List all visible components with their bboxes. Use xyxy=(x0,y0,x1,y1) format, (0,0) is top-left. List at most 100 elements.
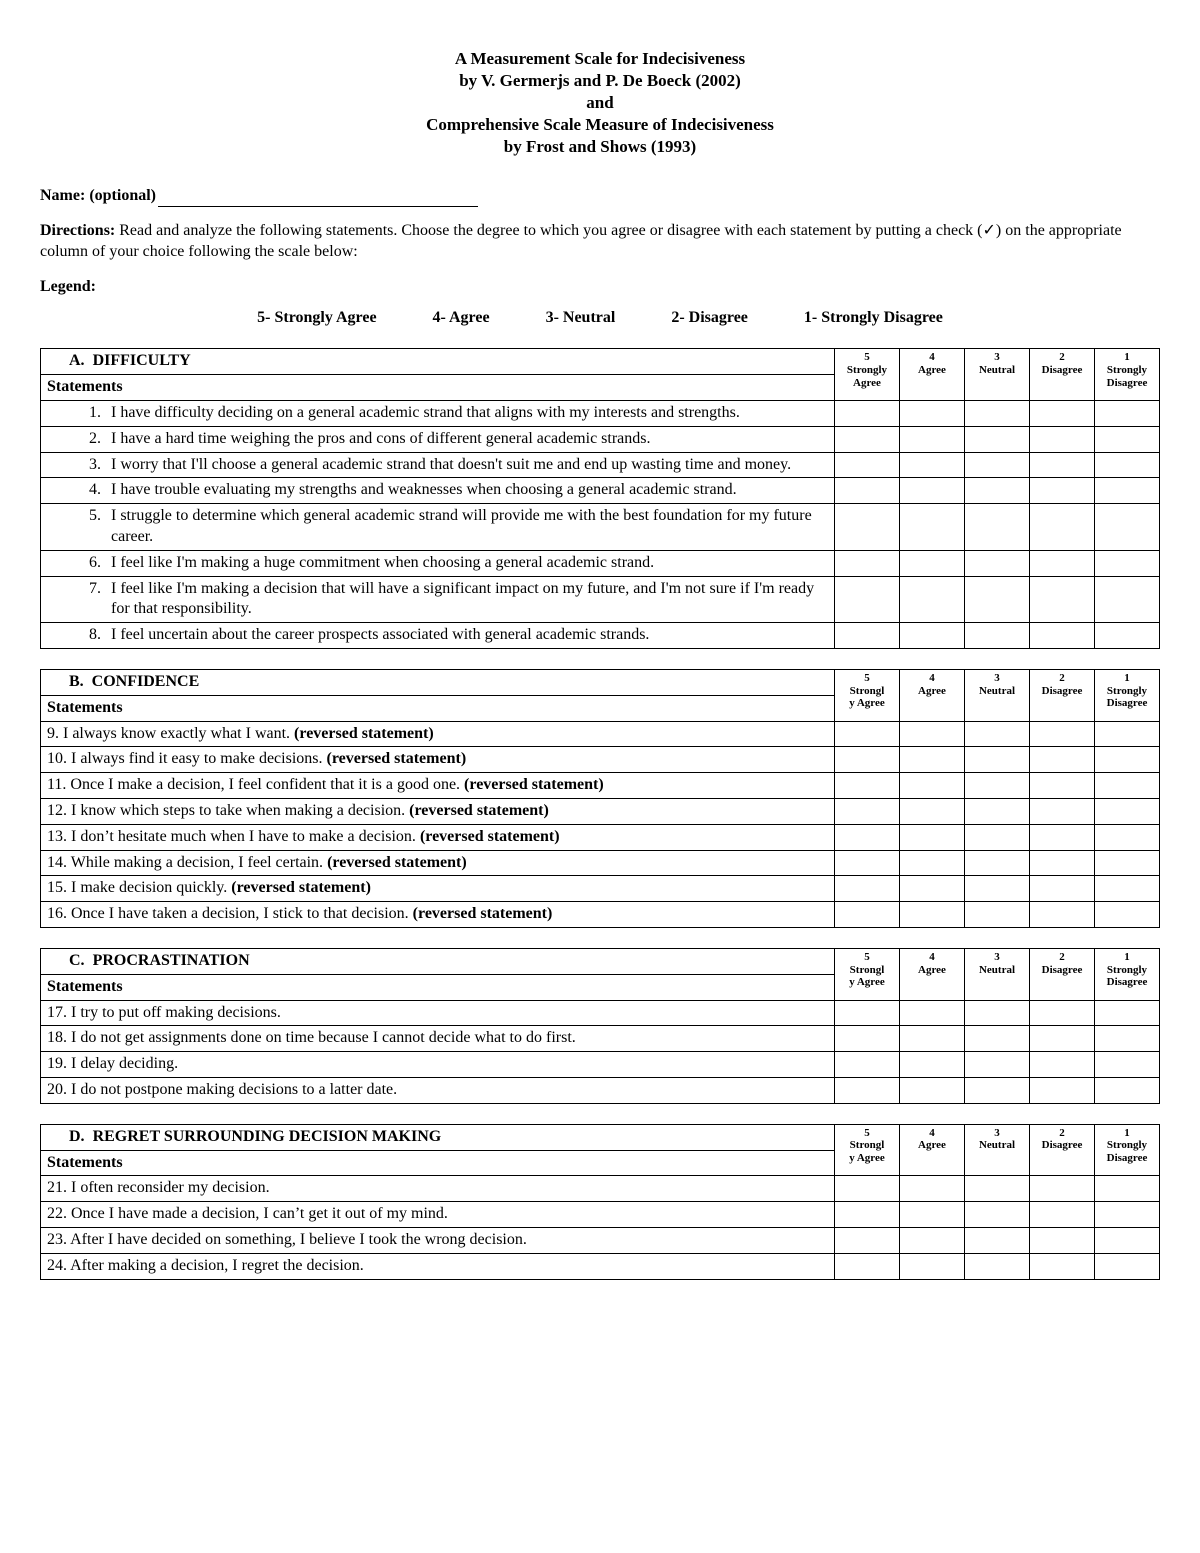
answer-cell[interactable] xyxy=(1095,576,1160,623)
answer-cell[interactable] xyxy=(900,747,965,773)
answer-cell[interactable] xyxy=(1030,773,1095,799)
name-blank[interactable] xyxy=(158,191,478,207)
answer-cell[interactable] xyxy=(965,504,1030,551)
answer-cell[interactable] xyxy=(1095,773,1160,799)
answer-cell[interactable] xyxy=(1030,799,1095,825)
answer-cell[interactable] xyxy=(1095,401,1160,427)
answer-cell[interactable] xyxy=(1095,902,1160,928)
answer-cell[interactable] xyxy=(965,799,1030,825)
answer-cell[interactable] xyxy=(835,773,900,799)
answer-cell[interactable] xyxy=(965,876,1030,902)
answer-cell[interactable] xyxy=(1095,1052,1160,1078)
answer-cell[interactable] xyxy=(1095,1077,1160,1103)
answer-cell[interactable] xyxy=(965,1202,1030,1228)
answer-cell[interactable] xyxy=(835,1253,900,1279)
answer-cell[interactable] xyxy=(900,876,965,902)
answer-cell[interactable] xyxy=(900,1227,965,1253)
answer-cell[interactable] xyxy=(965,1000,1030,1026)
answer-cell[interactable] xyxy=(1030,824,1095,850)
answer-cell[interactable] xyxy=(1095,1000,1160,1026)
answer-cell[interactable] xyxy=(1030,452,1095,478)
answer-cell[interactable] xyxy=(1030,1227,1095,1253)
answer-cell[interactable] xyxy=(835,824,900,850)
answer-cell[interactable] xyxy=(900,576,965,623)
answer-cell[interactable] xyxy=(835,576,900,623)
answer-cell[interactable] xyxy=(1095,452,1160,478)
answer-cell[interactable] xyxy=(835,504,900,551)
answer-cell[interactable] xyxy=(965,824,1030,850)
answer-cell[interactable] xyxy=(965,478,1030,504)
answer-cell[interactable] xyxy=(1030,623,1095,649)
answer-cell[interactable] xyxy=(900,1176,965,1202)
answer-cell[interactable] xyxy=(965,721,1030,747)
answer-cell[interactable] xyxy=(835,1077,900,1103)
answer-cell[interactable] xyxy=(835,1227,900,1253)
answer-cell[interactable] xyxy=(1095,623,1160,649)
answer-cell[interactable] xyxy=(1030,1052,1095,1078)
answer-cell[interactable] xyxy=(900,426,965,452)
answer-cell[interactable] xyxy=(1095,1026,1160,1052)
answer-cell[interactable] xyxy=(835,452,900,478)
answer-cell[interactable] xyxy=(965,773,1030,799)
answer-cell[interactable] xyxy=(1030,426,1095,452)
answer-cell[interactable] xyxy=(1030,1202,1095,1228)
answer-cell[interactable] xyxy=(900,799,965,825)
answer-cell[interactable] xyxy=(965,550,1030,576)
answer-cell[interactable] xyxy=(1030,504,1095,551)
answer-cell[interactable] xyxy=(965,1052,1030,1078)
answer-cell[interactable] xyxy=(835,401,900,427)
answer-cell[interactable] xyxy=(900,1052,965,1078)
answer-cell[interactable] xyxy=(1095,504,1160,551)
answer-cell[interactable] xyxy=(900,1202,965,1228)
answer-cell[interactable] xyxy=(965,1253,1030,1279)
answer-cell[interactable] xyxy=(835,721,900,747)
answer-cell[interactable] xyxy=(965,1227,1030,1253)
answer-cell[interactable] xyxy=(900,721,965,747)
answer-cell[interactable] xyxy=(900,773,965,799)
answer-cell[interactable] xyxy=(835,1026,900,1052)
answer-cell[interactable] xyxy=(965,1026,1030,1052)
answer-cell[interactable] xyxy=(835,747,900,773)
answer-cell[interactable] xyxy=(835,1202,900,1228)
answer-cell[interactable] xyxy=(965,401,1030,427)
answer-cell[interactable] xyxy=(1030,1253,1095,1279)
answer-cell[interactable] xyxy=(900,902,965,928)
answer-cell[interactable] xyxy=(900,1026,965,1052)
answer-cell[interactable] xyxy=(1095,824,1160,850)
answer-cell[interactable] xyxy=(1030,401,1095,427)
answer-cell[interactable] xyxy=(1095,799,1160,825)
answer-cell[interactable] xyxy=(1095,850,1160,876)
answer-cell[interactable] xyxy=(835,1000,900,1026)
answer-cell[interactable] xyxy=(965,452,1030,478)
answer-cell[interactable] xyxy=(1095,426,1160,452)
answer-cell[interactable] xyxy=(835,876,900,902)
answer-cell[interactable] xyxy=(835,478,900,504)
answer-cell[interactable] xyxy=(1030,1176,1095,1202)
answer-cell[interactable] xyxy=(835,799,900,825)
answer-cell[interactable] xyxy=(1030,1000,1095,1026)
answer-cell[interactable] xyxy=(900,452,965,478)
answer-cell[interactable] xyxy=(900,1077,965,1103)
answer-cell[interactable] xyxy=(900,824,965,850)
answer-cell[interactable] xyxy=(900,1253,965,1279)
answer-cell[interactable] xyxy=(900,1000,965,1026)
answer-cell[interactable] xyxy=(1095,550,1160,576)
answer-cell[interactable] xyxy=(965,576,1030,623)
answer-cell[interactable] xyxy=(1030,576,1095,623)
answer-cell[interactable] xyxy=(1030,1077,1095,1103)
answer-cell[interactable] xyxy=(965,623,1030,649)
answer-cell[interactable] xyxy=(1095,1176,1160,1202)
answer-cell[interactable] xyxy=(965,426,1030,452)
answer-cell[interactable] xyxy=(835,1052,900,1078)
answer-cell[interactable] xyxy=(965,902,1030,928)
answer-cell[interactable] xyxy=(1030,747,1095,773)
answer-cell[interactable] xyxy=(1030,902,1095,928)
answer-cell[interactable] xyxy=(1095,721,1160,747)
answer-cell[interactable] xyxy=(835,1176,900,1202)
answer-cell[interactable] xyxy=(965,850,1030,876)
answer-cell[interactable] xyxy=(835,623,900,649)
answer-cell[interactable] xyxy=(1030,876,1095,902)
answer-cell[interactable] xyxy=(1095,747,1160,773)
answer-cell[interactable] xyxy=(965,1077,1030,1103)
answer-cell[interactable] xyxy=(1095,876,1160,902)
